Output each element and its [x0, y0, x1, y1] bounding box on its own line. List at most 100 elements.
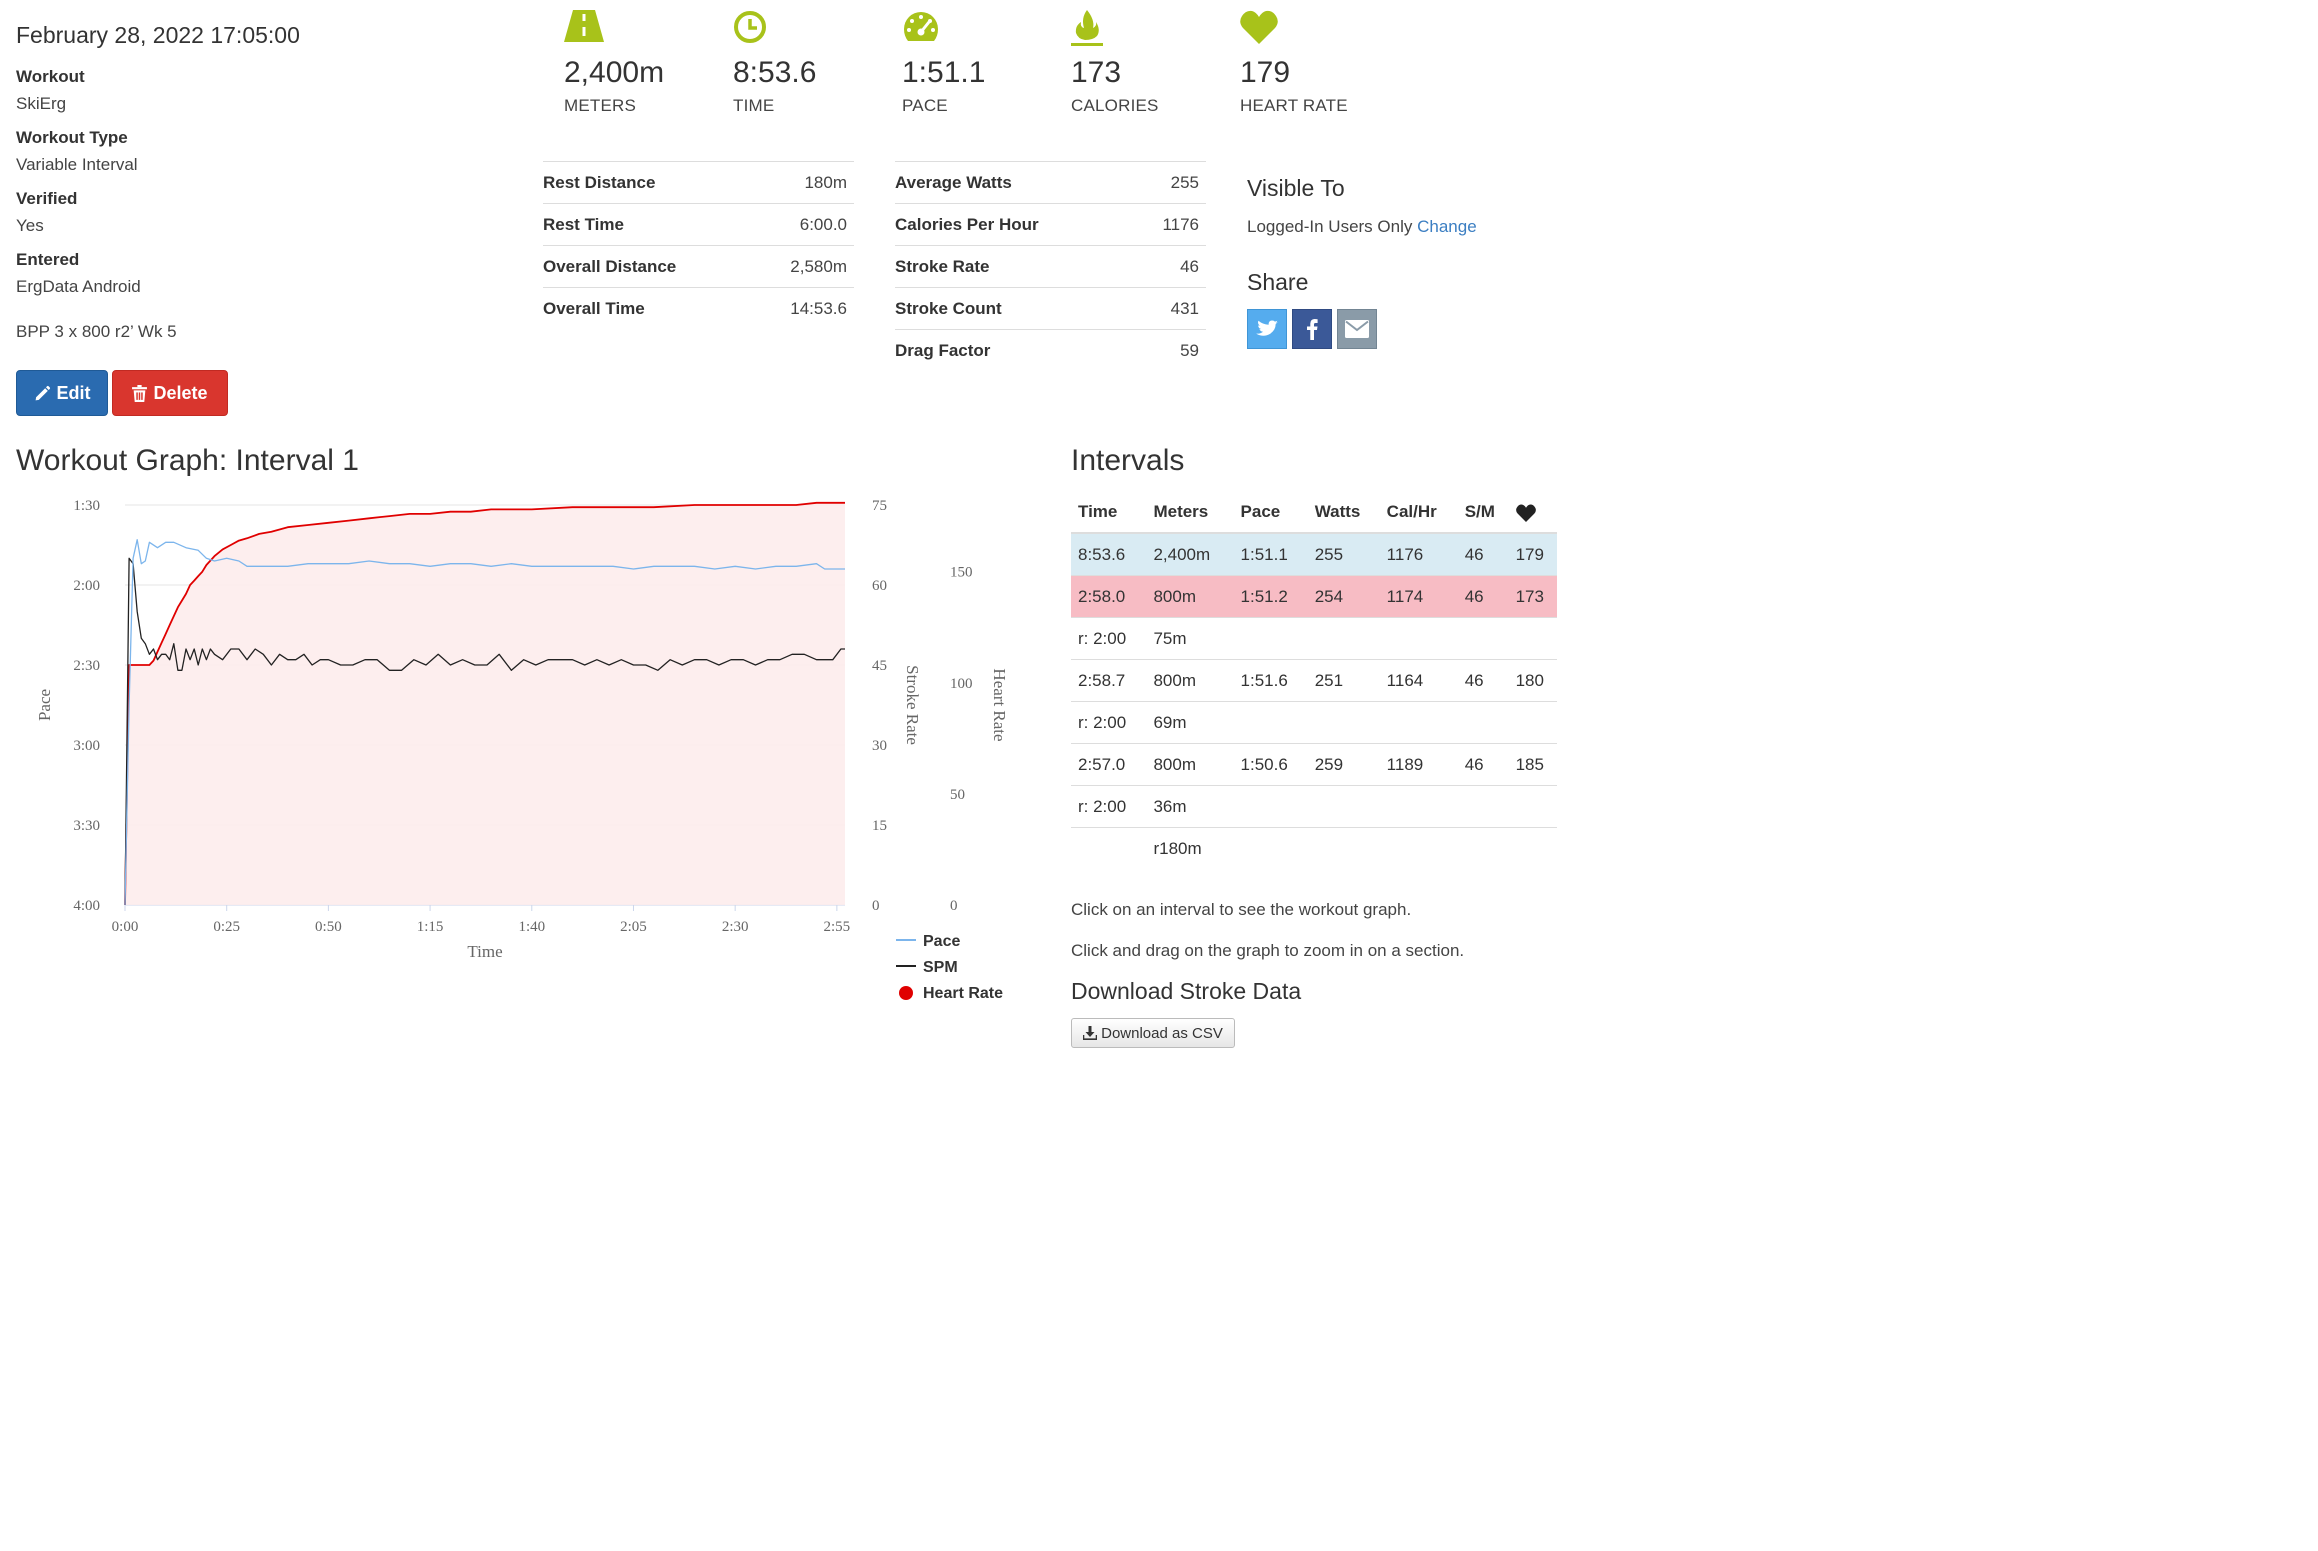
interval-cell-meters: 800m: [1146, 575, 1234, 618]
visible-to-value: Logged-In Users Only Change: [1247, 217, 1477, 237]
summary-key: Stroke Rate: [895, 245, 1134, 288]
facebook-icon: [1306, 318, 1318, 340]
interval-cell-spm: [1458, 828, 1509, 870]
interval-cell-watts: 255: [1307, 533, 1380, 576]
interval-cell-cal-hr: 1189: [1379, 743, 1458, 786]
interval-row-rest[interactable]: r: 2:00 36m: [1071, 785, 1557, 828]
summary-value: 431: [1133, 287, 1206, 330]
interval-cell-cal-hr: 1176: [1379, 533, 1458, 576]
workout-graph[interactable]: 1:302:002:303:003:304:007560453015015010…: [0, 490, 1030, 1020]
x-tick-label: 2:55: [824, 919, 851, 935]
stat-label: HEART RATE: [1240, 96, 1348, 115]
interval-row-active[interactable]: 2:58.0 800m 1:51.2 254 1174 46 173: [1071, 575, 1557, 618]
download-csv-label: Download as CSV: [1101, 1024, 1223, 1042]
workout-value: SkiErg: [16, 94, 67, 113]
pace-tick-label: 2:30: [73, 658, 100, 674]
stat-heart-rate: 179 HEART RATE: [1240, 10, 1390, 116]
interval-cell-heart-rate: 173: [1508, 575, 1557, 618]
workout-notes: BPP 3 x 800 r2’ Wk 5: [16, 322, 177, 341]
stat-calories: 173 CALORIES: [1071, 10, 1221, 116]
interval-cell-meters: 69m: [1146, 701, 1234, 744]
entered-label: Entered: [16, 250, 80, 269]
road-icon: [564, 10, 714, 50]
download-csv-button[interactable]: Download as CSV: [1071, 1018, 1235, 1048]
graph-title: Workout Graph: Interval 1: [16, 444, 359, 477]
graph-zoom-hint: Click and drag on the graph to zoom in o…: [1071, 941, 1465, 960]
interval-cell-watts: [1307, 785, 1380, 828]
summary-row: Overall Time 14:53.6: [543, 287, 854, 329]
interval-cell-time: r: 2:00: [1071, 617, 1147, 660]
summary-key: Average Watts: [895, 161, 1134, 204]
summary-key: Drag Factor: [895, 329, 1134, 371]
interval-row-rest[interactable]: r: 2:00 69m: [1071, 701, 1557, 744]
interval-cell-spm: 46: [1457, 743, 1509, 786]
intervals-table: Time Meters Pace Watts Cal/Hr S/M 8:53.6…: [1071, 492, 1557, 869]
summary-key: Rest Distance: [543, 161, 754, 204]
entered-value: ErgData Android: [16, 277, 141, 296]
col-heart-rate: [1508, 492, 1557, 534]
legend-item[interactable]: SPM: [923, 959, 958, 976]
interval-row-work[interactable]: 2:58.7 800m 1:51.6 251 1164 46 180: [1071, 659, 1557, 702]
summary-key: Rest Time: [543, 203, 754, 246]
legend-item[interactable]: Pace: [923, 933, 960, 950]
interval-cell-spm: 46: [1457, 659, 1509, 702]
interval-cell-cal-hr: 1164: [1379, 659, 1458, 702]
intervals-title: Intervals: [1071, 444, 1185, 477]
flame-icon: [1071, 10, 1221, 50]
interval-cell-meters: 75m: [1146, 617, 1234, 660]
interval-cell-pace: 1:51.1: [1233, 533, 1308, 576]
stat-label: METERS: [564, 96, 637, 115]
interval-row-rest[interactable]: r: 2:00 75m: [1071, 617, 1557, 660]
x-tick-label: 1:40: [518, 919, 545, 935]
interval-row-work[interactable]: 2:57.0 800m 1:50.6 259 1189 46 185: [1071, 743, 1557, 786]
interval-cell-time: 2:58.7: [1071, 659, 1147, 702]
visible-to-heading: Visible To: [1247, 175, 1345, 201]
interval-cell-spm: [1457, 701, 1509, 744]
workout-type-value: Variable Interval: [16, 155, 138, 174]
interval-cell-time: r: 2:00: [1071, 701, 1147, 744]
twitter-icon: [1256, 320, 1278, 338]
stat-time: 8:53.6 TIME: [733, 10, 883, 116]
delete-button[interactable]: Delete: [112, 370, 228, 416]
interval-cell-cal-hr: [1379, 785, 1458, 828]
stroke-rate-axis-title: Stroke Rate: [903, 665, 922, 745]
interval-cell-cal-hr: 1174: [1379, 575, 1458, 618]
interval-cell-cal-hr: [1380, 828, 1458, 870]
share-twitter-button[interactable]: [1247, 309, 1287, 349]
interval-cell-spm: [1457, 617, 1509, 660]
summary-row: Rest Time 6:00.0: [543, 203, 854, 246]
summary-value: 255: [1133, 161, 1206, 204]
edit-button[interactable]: Edit: [16, 370, 108, 416]
share-facebook-button[interactable]: [1292, 309, 1332, 349]
edit-button-label: Edit: [56, 382, 91, 403]
stroke-rate-tick-label: 0: [872, 898, 880, 914]
interval-cell-time: 2:58.0: [1071, 575, 1147, 618]
col-cal-hr: Cal/Hr: [1379, 492, 1458, 534]
interval-cell-meters: 36m: [1146, 785, 1234, 828]
pace-axis-title: Pace: [35, 689, 54, 721]
col-meters: Meters: [1146, 492, 1234, 534]
intervals-header-row: Time Meters Pace Watts Cal/Hr S/M: [1071, 492, 1557, 534]
share-email-button[interactable]: [1337, 309, 1377, 349]
change-visibility-link[interactable]: Change: [1417, 217, 1477, 236]
interval-cell-watts: [1307, 617, 1380, 660]
heart-rate-area: [125, 502, 845, 905]
interval-row-summary[interactable]: 8:53.6 2,400m 1:51.1 255 1176 46 179: [1071, 533, 1557, 576]
workout-date: February 28, 2022 17:05:00: [16, 22, 300, 48]
heart-icon: [1240, 10, 1390, 50]
interval-cell-time: 8:53.6: [1071, 533, 1147, 576]
stroke-rate-tick-label: 30: [872, 738, 887, 754]
legend-item[interactable]: Heart Rate: [923, 985, 1003, 1002]
speedometer-icon: [902, 10, 1052, 50]
interval-cell-watts: [1308, 828, 1380, 870]
summary-key: Overall Time: [543, 287, 754, 329]
interval-cell-meters: 2,400m: [1146, 533, 1234, 576]
stroke-rate-tick-label: 60: [872, 578, 887, 594]
interval-row-total[interactable]: r180m: [1071, 828, 1557, 870]
summary-table-rest: Rest Distance 180m Rest Time 6:00.0 Overal…: [543, 161, 854, 329]
delete-button-label: Delete: [153, 382, 208, 403]
col-spm: S/M: [1457, 492, 1509, 534]
interval-cell-heart-rate: 180: [1508, 659, 1557, 702]
interval-cell-pace: 1:51.6: [1233, 659, 1308, 702]
heart-icon: [1515, 502, 1536, 522]
